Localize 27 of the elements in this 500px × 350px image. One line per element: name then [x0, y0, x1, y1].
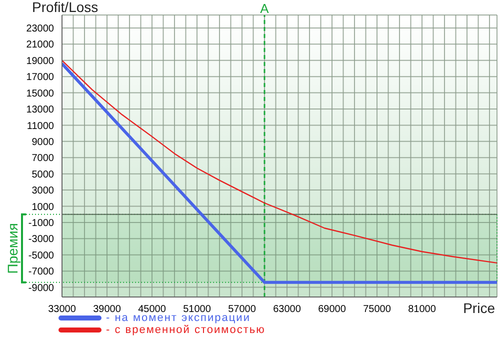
y-tick-label: -9000 [28, 282, 54, 294]
x-tick-label: 33000 [48, 304, 76, 316]
y-axis-title: Profit/Loss [32, 0, 98, 15]
y-tick-label: 3000 [32, 186, 54, 197]
y-tick-label: 17000 [26, 72, 54, 84]
y-tick-label: -7000 [28, 266, 54, 278]
y-tick-label: 11000 [26, 120, 54, 132]
legend-label: - с временной стоимостью [106, 324, 266, 336]
y-tick-label: 1000 [32, 202, 54, 213]
band-label: Премия [4, 223, 21, 274]
y-tick-label: -1000 [28, 218, 54, 229]
x-tick-label: 63000 [273, 304, 302, 316]
y-tick-label: 21000 [26, 40, 54, 51]
y-tick-label: -5000 [28, 250, 54, 262]
y-tick-label: 5000 [32, 169, 54, 180]
x-axis-title: Price [463, 300, 496, 316]
y-tick-label: 9000 [32, 136, 54, 148]
x-tick-label: 69000 [318, 304, 346, 316]
x-tick-label: 75000 [363, 304, 392, 316]
y-tick-label: 19000 [26, 56, 54, 67]
y-tick-label: 13000 [26, 104, 54, 116]
y-tick-label: 23000 [26, 24, 54, 35]
y-tick-label: 7000 [32, 153, 54, 164]
y-tick-label: -3000 [28, 234, 54, 246]
x-tick-label: 81000 [408, 304, 436, 316]
ref-line-label: A [260, 1, 270, 16]
y-tick-label: 15000 [26, 88, 54, 100]
